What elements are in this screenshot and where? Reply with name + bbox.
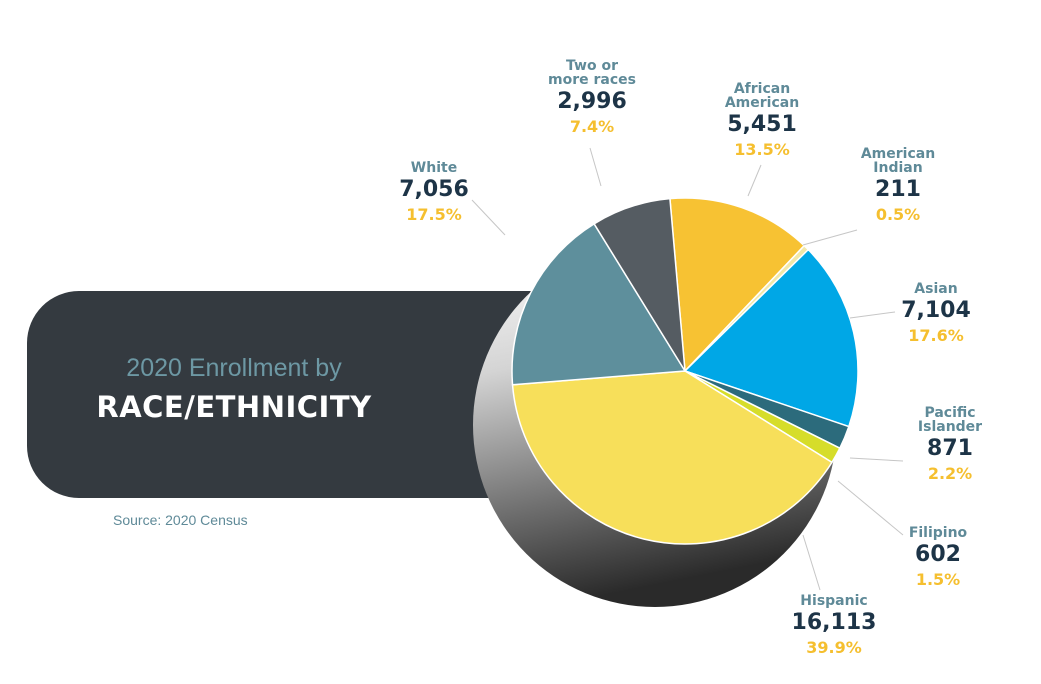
pie-slice-two-or-more — [593, 197, 686, 372]
leader-line-two-or-more — [589, 147, 602, 187]
chart-subtitle: 2020 Enrollment by — [126, 354, 342, 382]
slice-name: Pacific Islander — [917, 405, 983, 435]
slice-name: African American — [724, 81, 800, 111]
slice-label-african-american: African American 5,451 13.5% — [662, 82, 862, 160]
slice-name: Hispanic — [800, 593, 868, 609]
slice-count: 16,113 — [791, 610, 877, 635]
slice-percent: 39.9% — [806, 638, 862, 657]
leader-line-pacific-islander — [849, 457, 904, 462]
leader-line-white — [471, 199, 506, 236]
slice-label-white: White 7,056 17.5% — [334, 161, 534, 225]
leader-line-asian — [849, 311, 896, 319]
slice-label-asian: Asian 7,104 17.6% — [836, 282, 1036, 346]
slice-name: Filipino — [908, 525, 968, 541]
slice-percent: 17.6% — [908, 326, 964, 345]
leader-line-filipino — [837, 480, 904, 536]
slice-label-hispanic: Hispanic 16,113 39.9% — [734, 594, 934, 658]
slice-name: Asian — [914, 281, 958, 297]
chart-title: RACE/ETHNICITY — [96, 390, 372, 424]
slice-percent: 13.5% — [734, 140, 790, 159]
leader-line-american-indian — [802, 229, 858, 246]
source-note: Source: 2020 Census — [113, 512, 248, 528]
pie-slice-hispanic — [511, 370, 833, 545]
leader-line-african-american — [747, 164, 762, 197]
slice-percent: 7.4% — [569, 117, 615, 136]
slice-count: 2,996 — [557, 89, 627, 114]
pie-slice-asian — [683, 248, 859, 428]
slice-count: 211 — [875, 177, 921, 202]
slice-name: White — [410, 160, 458, 176]
slice-count: 602 — [915, 542, 961, 567]
pie-slice-white — [511, 222, 687, 386]
leader-line-hispanic — [802, 534, 821, 591]
slice-percent: 0.5% — [875, 205, 921, 224]
slice-label-filipino: Filipino 602 1.5% — [838, 526, 1038, 590]
slice-label-two-or-more: Two or more races 2,996 7.4% — [492, 59, 692, 137]
slice-name: Two or more races — [548, 58, 636, 88]
slice-percent: 1.5% — [915, 570, 961, 589]
slice-name: American Indian — [860, 146, 936, 176]
slice-count: 871 — [927, 436, 973, 461]
slice-count: 7,104 — [901, 298, 971, 323]
slice-label-american-indian: American Indian 211 0.5% — [798, 147, 998, 225]
slice-percent: 2.2% — [927, 464, 973, 483]
pie-slice-african-american — [669, 197, 806, 373]
slice-percent: 17.5% — [406, 205, 462, 224]
slice-label-pacific-islander: Pacific Islander 871 2.2% — [850, 406, 1041, 484]
slice-count: 5,451 — [727, 112, 797, 137]
slice-count: 7,056 — [399, 177, 469, 202]
